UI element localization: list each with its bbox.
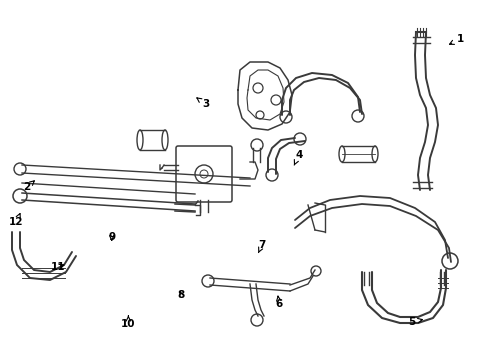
Text: 4: 4 [294, 150, 303, 165]
Text: 9: 9 [108, 232, 115, 242]
Text: 8: 8 [178, 290, 185, 300]
Text: 7: 7 [258, 240, 266, 253]
Text: 10: 10 [121, 316, 136, 329]
Text: 11: 11 [50, 262, 65, 272]
Text: 3: 3 [197, 98, 209, 109]
Text: 2: 2 [24, 181, 34, 192]
Text: 5: 5 [408, 317, 422, 327]
Text: 1: 1 [449, 34, 464, 44]
Text: 12: 12 [9, 213, 24, 227]
Text: 6: 6 [276, 296, 283, 309]
